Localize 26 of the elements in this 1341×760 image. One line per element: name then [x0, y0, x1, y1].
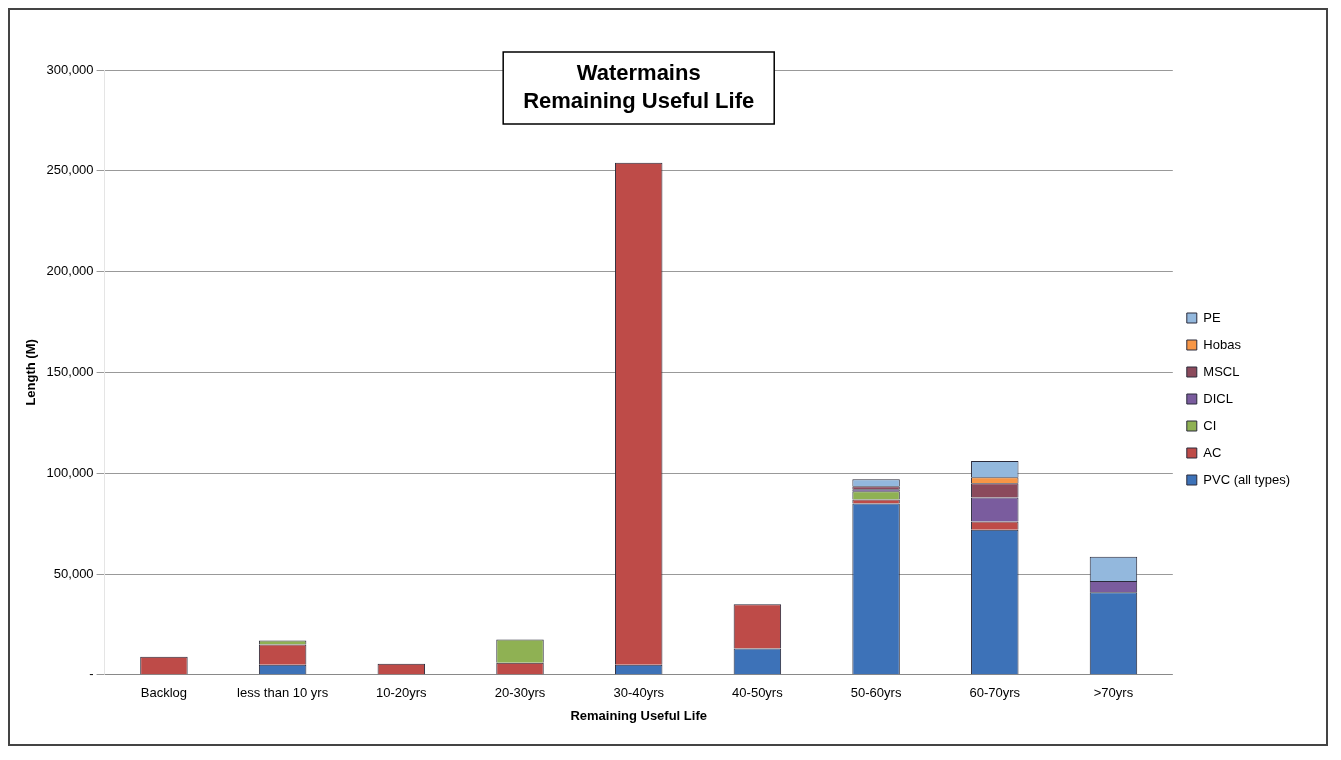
x-tick-label: 60-70yrs [969, 685, 1021, 701]
y-tick-label: 50,000 [53, 565, 94, 581]
x-tick-label: 40-50yrs [732, 685, 784, 701]
y-tick-label: - [89, 666, 94, 682]
y-tick-label: 250,000 [46, 162, 94, 178]
legend-label: Hobas [1203, 336, 1242, 352]
legend-label: AC [1203, 444, 1222, 460]
y-tick-label: 150,000 [46, 363, 94, 379]
x-tick-label: less than 10 yrs [237, 685, 329, 701]
legend-label: DICL [1203, 390, 1233, 406]
y-tick-label: 300,000 [46, 61, 94, 77]
chart-title: Watermains Remaining Useful Life [523, 60, 755, 114]
x-axis-title: Remaining Useful Life [570, 707, 707, 723]
x-tick-label: 20-30yrs [494, 685, 546, 701]
x-tick-label: 10-20yrs [376, 685, 428, 701]
legend-label: CI [1203, 417, 1217, 433]
legend-label: PVC (all types) [1203, 471, 1291, 487]
y-tick-label: 200,000 [46, 263, 94, 279]
y-axis-title: Length (M) [23, 339, 39, 406]
x-tick-label: >70yrs [1093, 685, 1134, 701]
x-tick-label: 30-40yrs [613, 685, 665, 701]
x-tick-label: Backlog [140, 685, 188, 701]
y-tick-label: 100,000 [46, 464, 94, 480]
legend-label: MSCL [1203, 363, 1240, 379]
legend-label: PE [1203, 309, 1221, 325]
x-tick-label: 50-60yrs [850, 685, 902, 701]
